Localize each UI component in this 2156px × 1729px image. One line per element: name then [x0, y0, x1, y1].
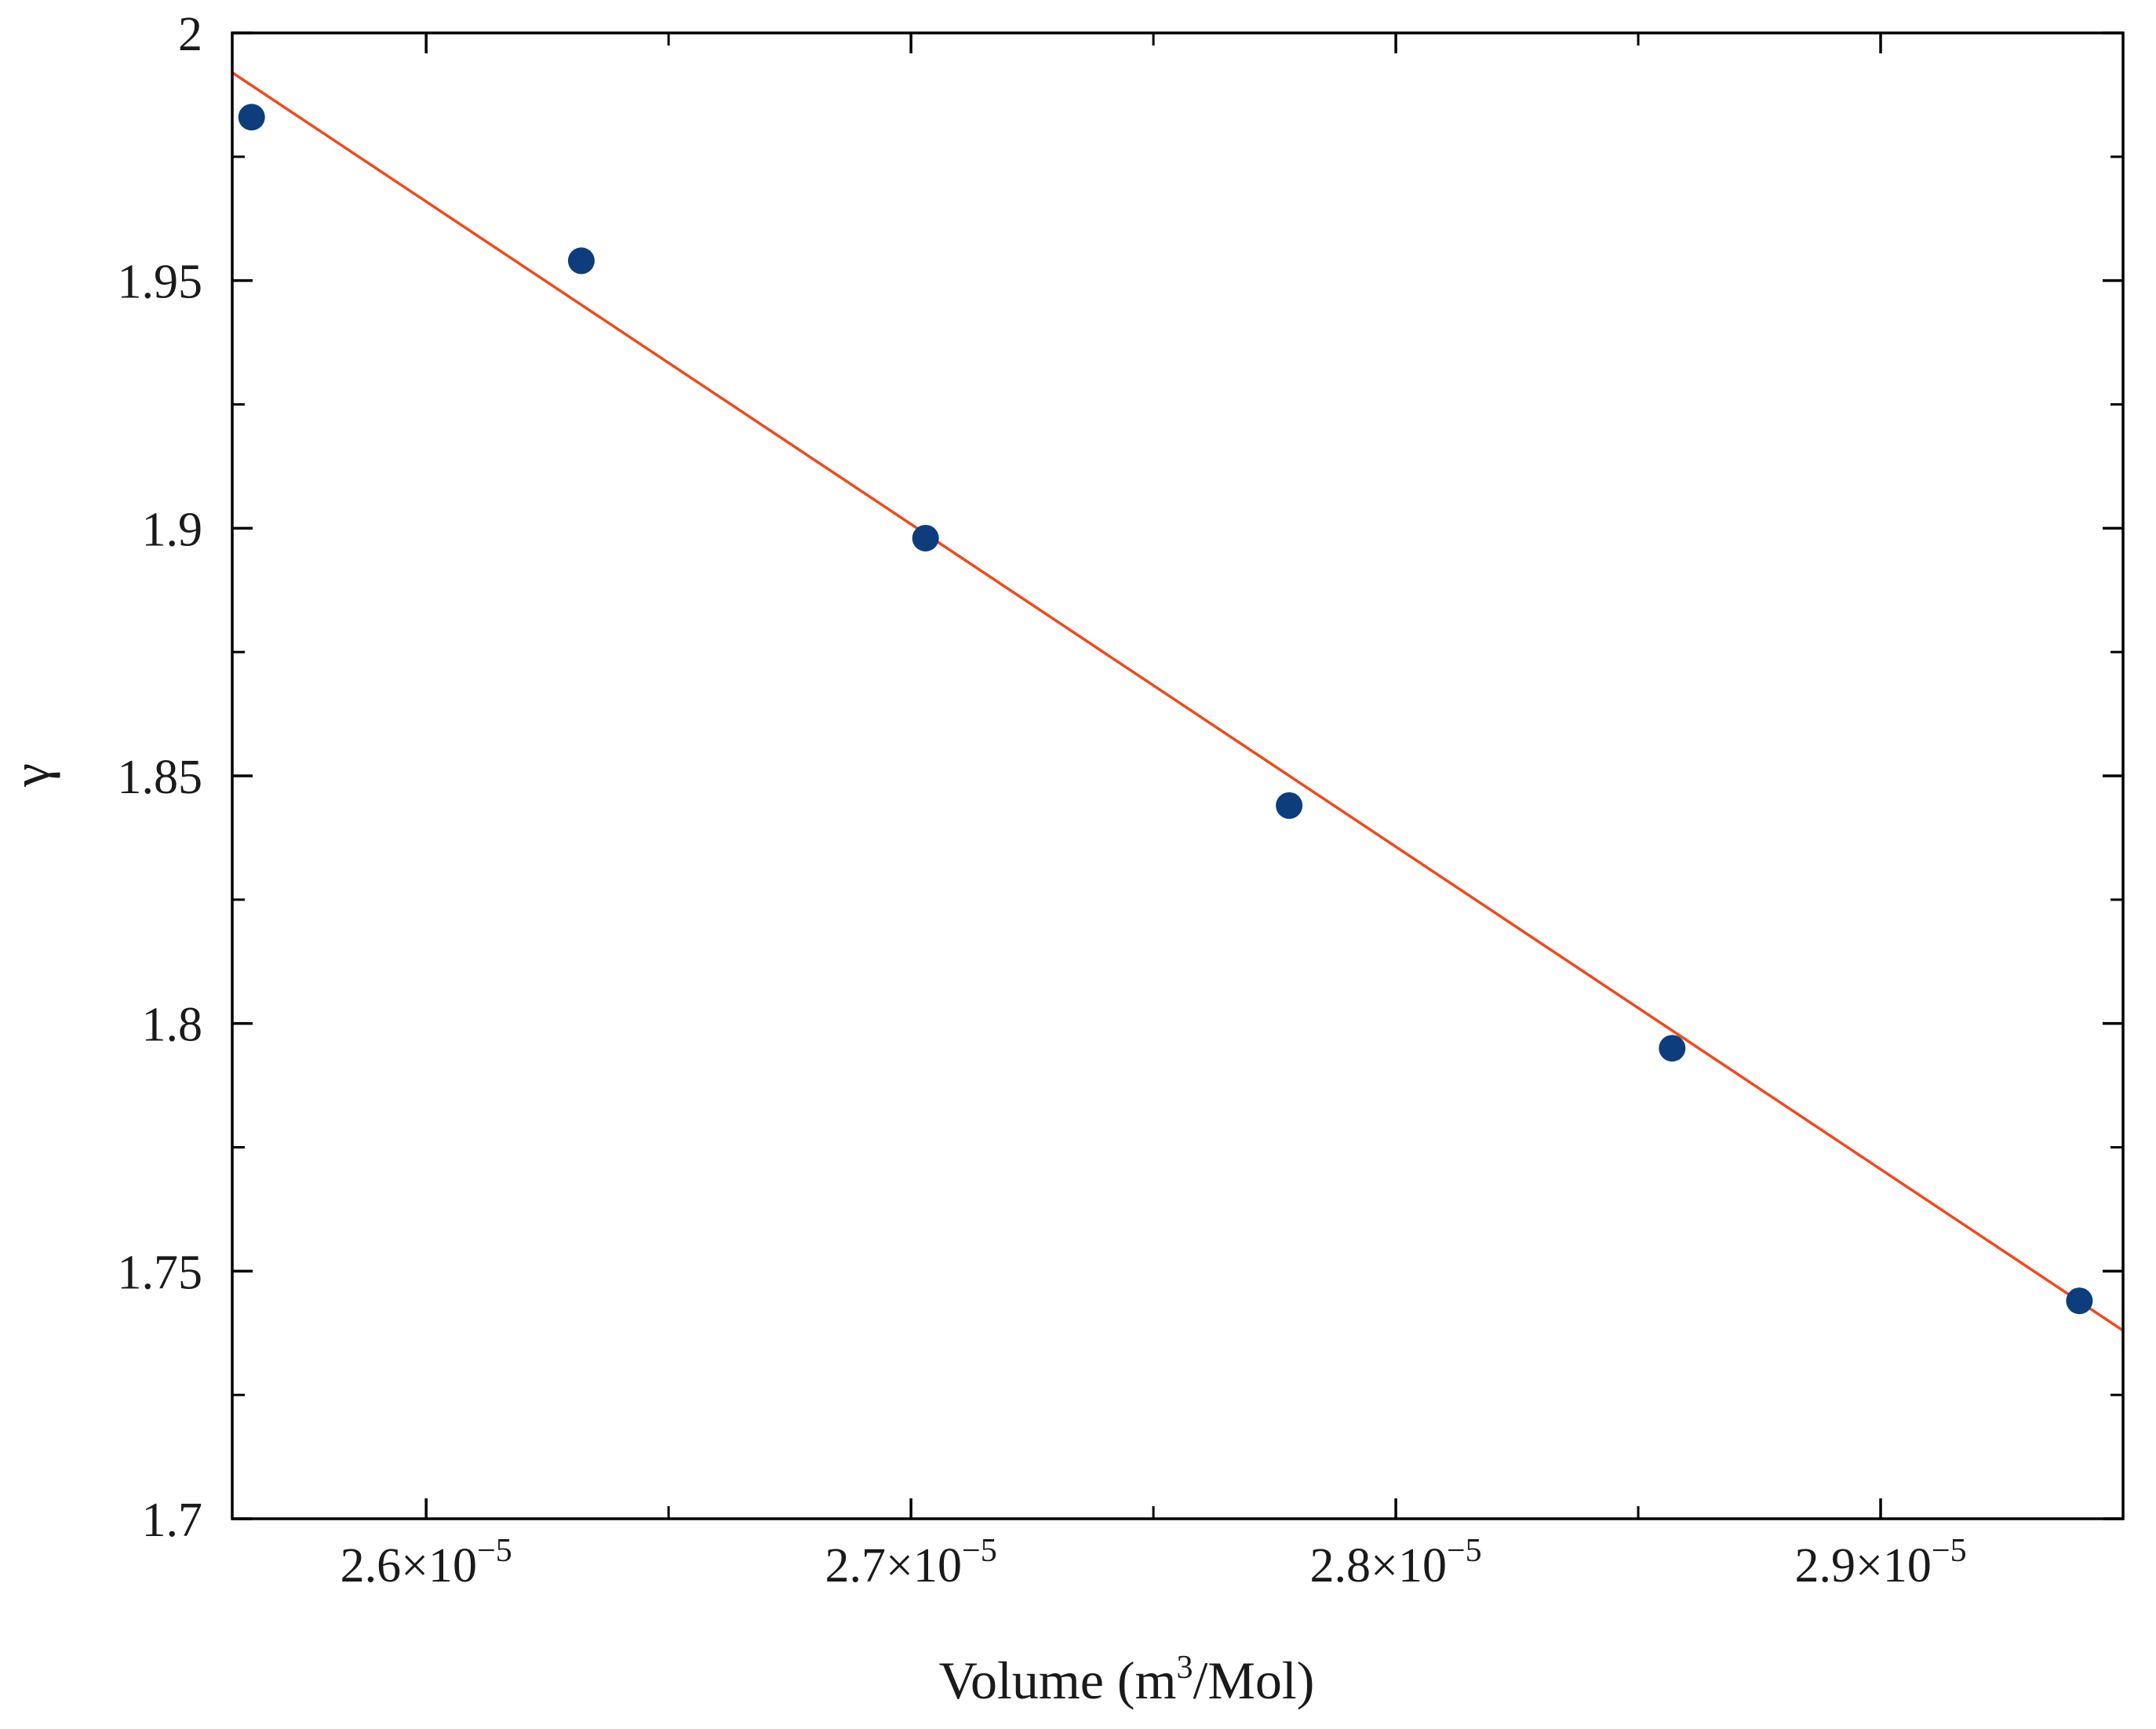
x-tick-mantissa: 2.9×10	[1794, 1539, 1931, 1592]
y-tick-label: 1.75	[118, 1246, 203, 1299]
plot-area	[232, 71, 2123, 1332]
data-point	[2066, 1287, 2093, 1315]
y-tick-label: 1.95	[118, 256, 203, 309]
x-tick-label: 2.9×10−5	[1794, 1533, 1966, 1592]
y-tick-label: 2	[178, 8, 202, 61]
x-tick-mantissa: 2.8×10	[1309, 1539, 1446, 1592]
x-tick-label: 2.7×10−5	[825, 1533, 997, 1592]
x-tick-exponent: −5	[1932, 1533, 1967, 1569]
axes: 2.6×10−5 2.7×10−5 2.8×10−5 2.9×10−51.71.751…	[118, 8, 2125, 1592]
x-tick-mantissa: 2.7×10	[825, 1539, 962, 1592]
x-tick-exponent: −5	[1447, 1533, 1482, 1569]
data-point	[238, 104, 265, 131]
y-axis-title: γ	[1, 763, 60, 788]
y-tick-label: 1.7	[142, 1494, 203, 1547]
x-axis-title-main: Volume (m	[939, 1651, 1177, 1710]
x-tick-mantissa: 2.6×10	[341, 1539, 477, 1592]
data-point	[1276, 792, 1303, 819]
x-tick-label: 2.8×10−5	[1309, 1533, 1481, 1592]
x-axis-title: Volume (m3/Mol)	[939, 1650, 1315, 1710]
y-tick-label: 1.9	[142, 503, 203, 556]
data-point	[912, 524, 939, 551]
data-point	[1659, 1035, 1686, 1062]
y-tick-label: 1.85	[118, 751, 203, 804]
x-tick-label: 2.6×10−5	[341, 1533, 512, 1592]
data-point	[567, 247, 595, 275]
x-axis-title-unit: /Mol)	[1193, 1651, 1314, 1710]
x-tick-exponent: −5	[962, 1533, 997, 1569]
x-axis-title-superscript: 3	[1176, 1650, 1193, 1686]
x-tick-exponent: −5	[477, 1533, 512, 1569]
fit-line	[232, 71, 2123, 1332]
y-tick-label: 1.8	[142, 999, 203, 1052]
